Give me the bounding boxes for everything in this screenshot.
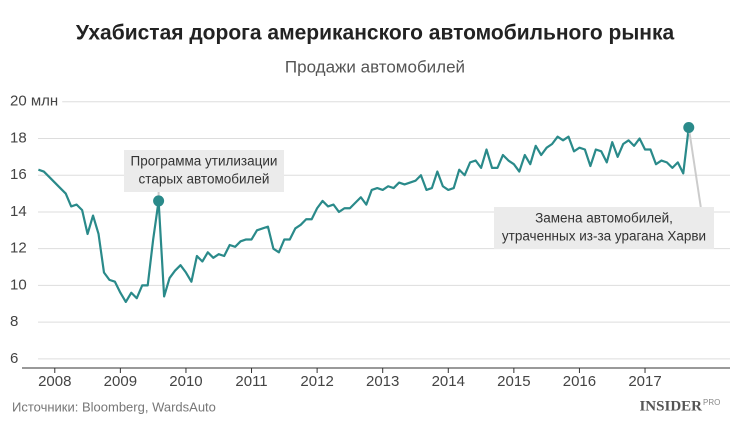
y-tick-label: 20 млн (10, 93, 58, 110)
annotation-box (494, 207, 714, 249)
label-bg (8, 92, 63, 111)
y-tick-label: 14 (10, 203, 27, 220)
x-tick-label: 2010 (169, 373, 202, 390)
x-tick-label: 2008 (38, 373, 71, 390)
logo-sup: PRO (703, 398, 720, 407)
x-tick-label: 2012 (300, 373, 333, 390)
logo: INSIDER (639, 398, 702, 414)
annotation-text: Замена автомобилей, (535, 211, 673, 226)
marker (683, 121, 695, 133)
source: Источники: Bloomberg, WardsAuto (12, 399, 216, 414)
x-tick-label: 2014 (432, 373, 465, 390)
x-tick-label: 2015 (497, 373, 530, 390)
x-tick-label: 2011 (235, 373, 267, 390)
y-tick-label: 18 (10, 129, 27, 146)
y-tick-label: 10 (10, 276, 27, 293)
annotation-box (124, 150, 284, 192)
y-tick-label: 16 (10, 166, 27, 183)
leader-line (687, 127, 702, 208)
x-tick-label: 2013 (366, 373, 399, 390)
marker (153, 195, 165, 207)
y-tick-label: 12 (10, 240, 27, 257)
x-tick-label: 2017 (628, 373, 661, 390)
x-tick-label: 2009 (104, 373, 137, 390)
chart-title: Ухабистая дорога американского автомобил… (76, 22, 675, 45)
y-tick-label: 6 (10, 350, 18, 367)
annotation-text: старых автомобилей (139, 172, 270, 187)
annotation-text: утраченных из-за урагана Харви (502, 229, 706, 244)
chart-subtitle: Продажи автомобилей (285, 57, 465, 76)
x-tick-label: 2016 (563, 373, 596, 390)
annotation-text: Программа утилизации (131, 154, 278, 169)
line (38, 127, 690, 304)
y-tick-label: 8 (10, 313, 18, 330)
